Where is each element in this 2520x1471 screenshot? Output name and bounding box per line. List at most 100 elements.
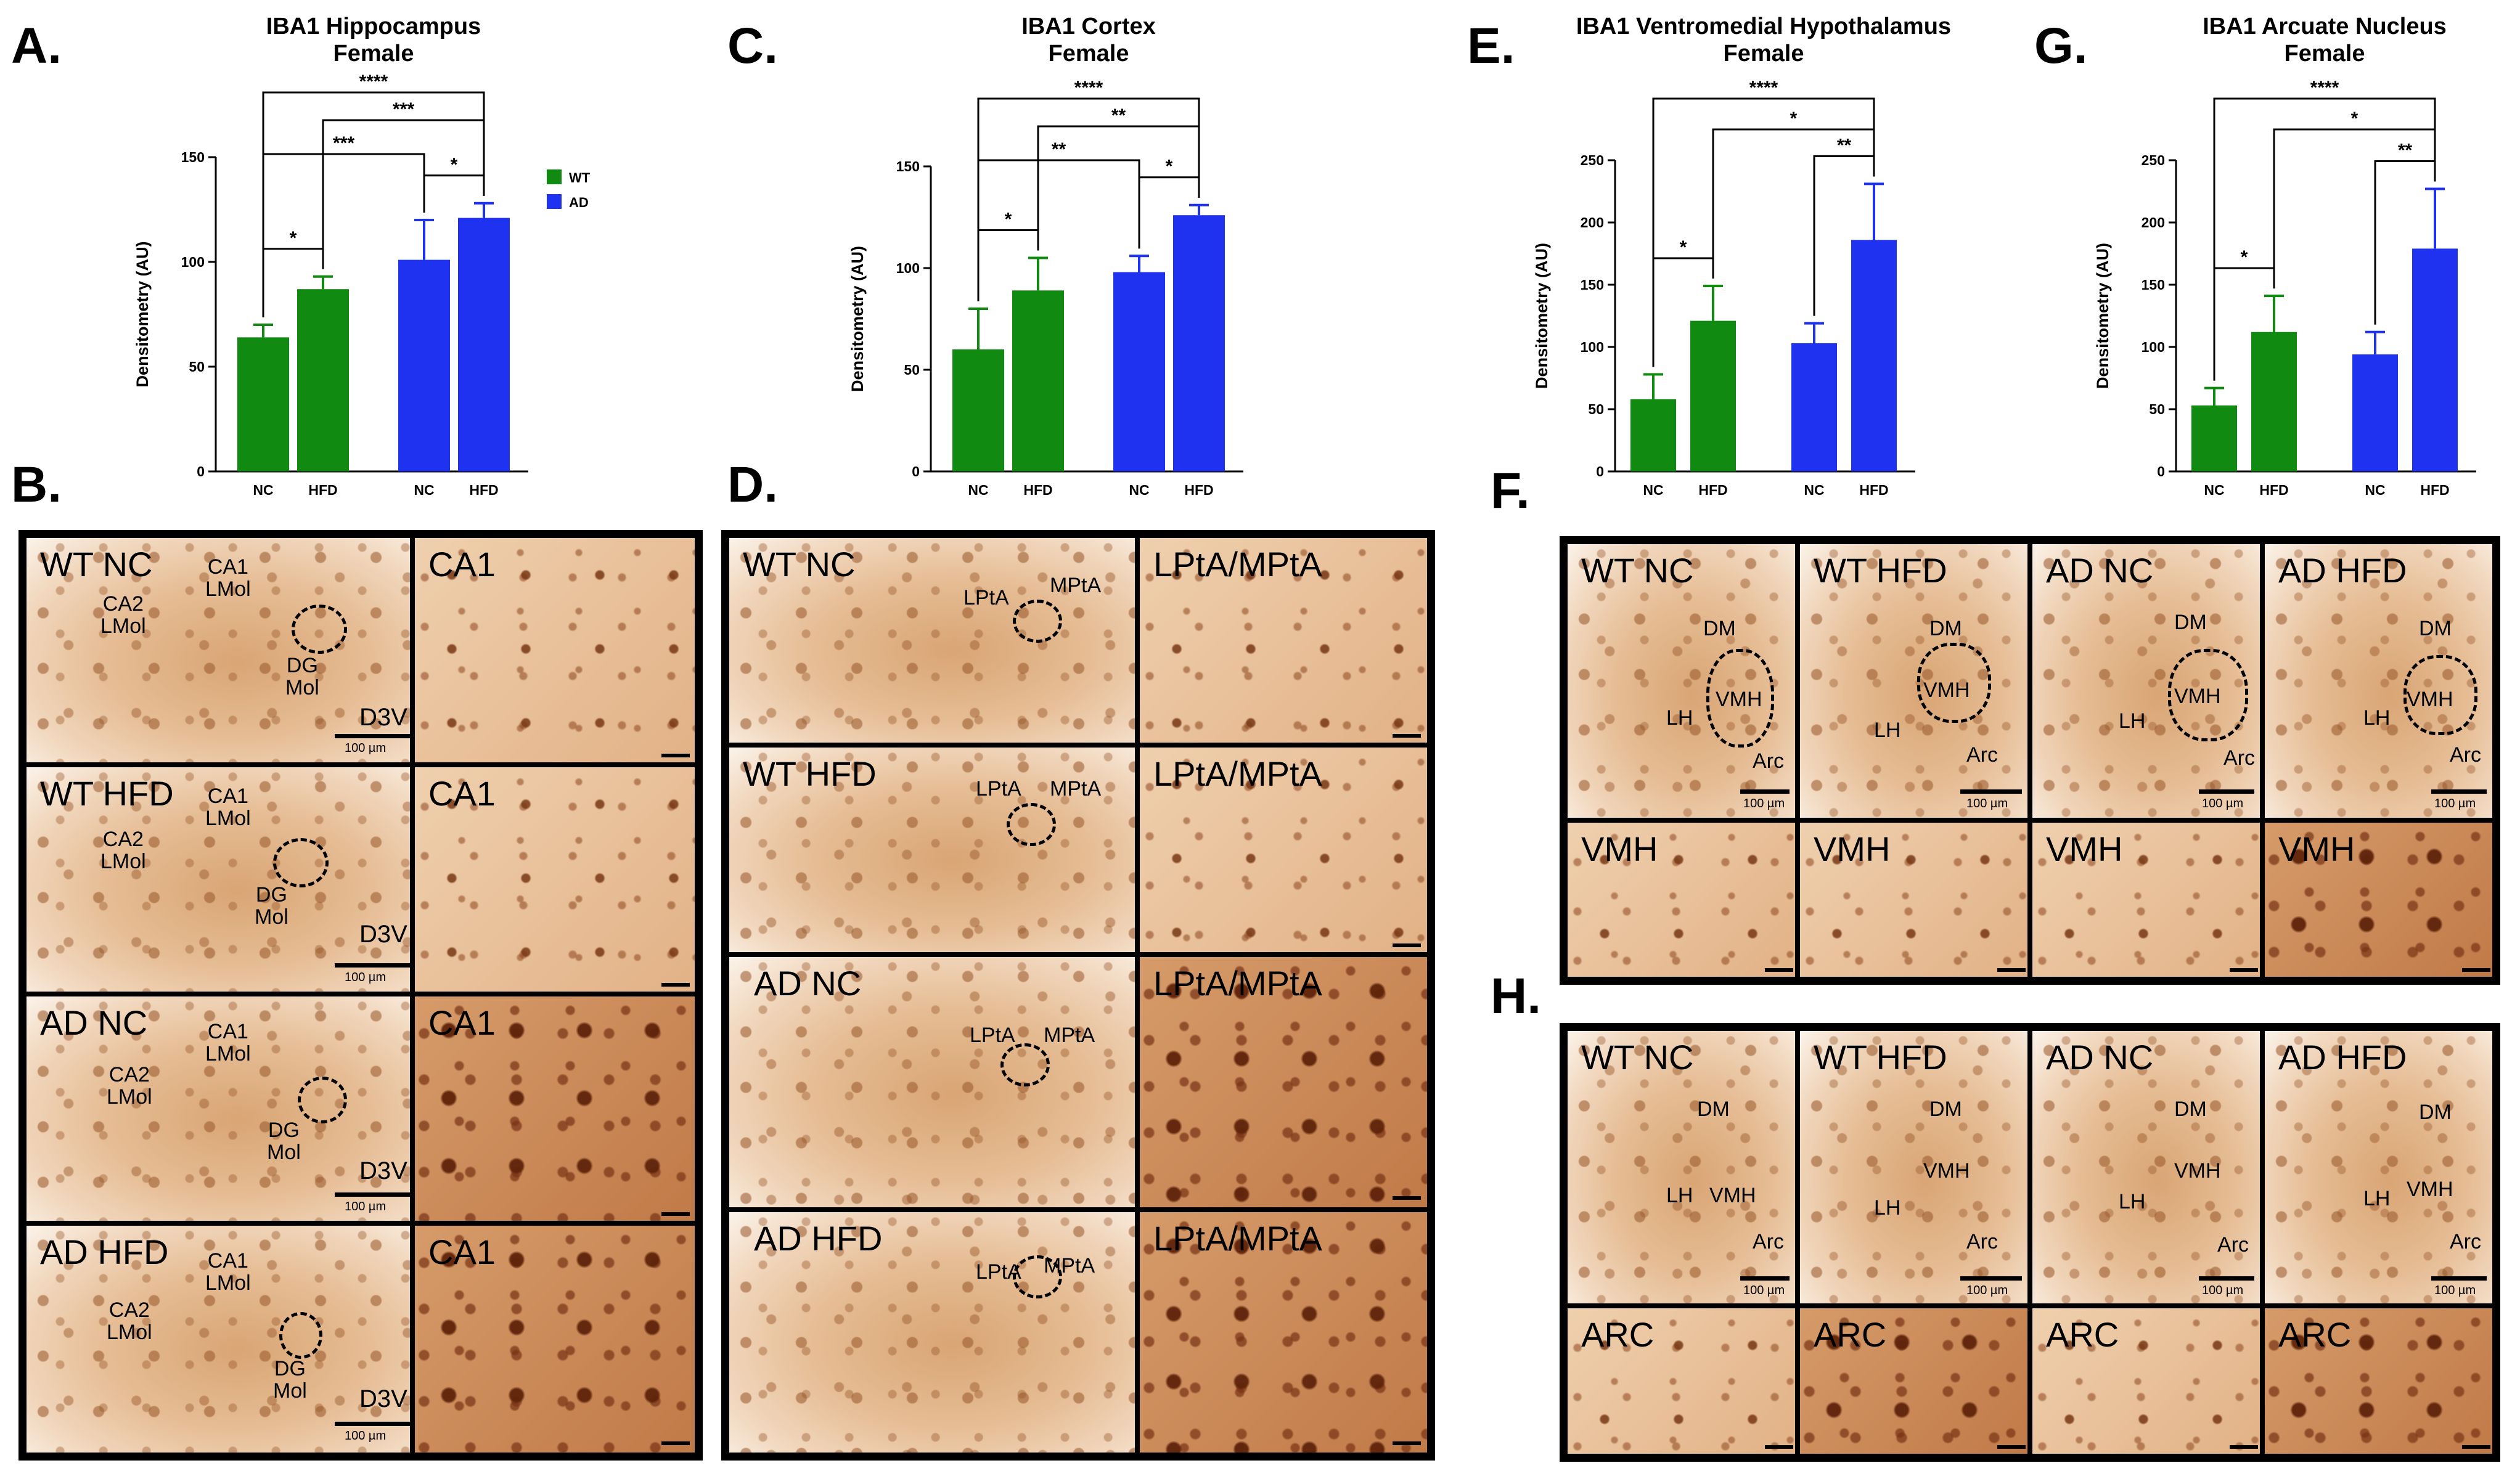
hippocampus-ad-hfd-image: AD HFD CA1 LMol CA2 LMol DG Mol D3V 100 …	[24, 1223, 412, 1455]
x-tick-label: NC	[1643, 482, 1663, 498]
bar-ad-hfd	[458, 218, 510, 471]
panel-letter-c: C.	[727, 18, 778, 74]
panel-f-grid: WT NC DM VMH LH Arc 100 µm WT HFD DM VMH…	[1560, 536, 2500, 985]
column-label: AD HFD	[2278, 551, 2407, 590]
region-dm: DM	[1703, 617, 1736, 640]
significance-label: *	[2241, 247, 2248, 267]
region-lh: LH	[1666, 706, 1693, 730]
panel-h-grid: WT NC DM VMH LH Arc 100 µm WT HFD DM VMH…	[1560, 1023, 2500, 1462]
panel-letter-g: G.	[2034, 18, 2088, 74]
y-tick-label: 250	[2142, 152, 2165, 168]
scale-bar-small	[2230, 1445, 2258, 1449]
cortex-wt-nc-image: WT NC LPtA MPtA	[727, 536, 1137, 745]
significance-bracket	[1652, 97, 1875, 367]
zoom-label: VMH	[1814, 829, 1891, 868]
significance-label: *	[451, 155, 458, 175]
bar-ad-nc	[1113, 272, 1165, 471]
y-tick-label: 100	[2142, 339, 2165, 355]
arc-ad-nc-zoom: ARC	[2030, 1306, 2262, 1456]
scale-bar	[335, 734, 410, 738]
bar-wt-hfd	[297, 289, 349, 471]
arc-wt-nc-zoom: ARC	[1565, 1306, 1798, 1456]
region-lpta: LPtA	[963, 586, 1009, 609]
region-dm: DM	[1697, 1098, 1730, 1121]
zoom-label: ARC	[2046, 1315, 2119, 1354]
region-ca2: CA2 LMol	[107, 1063, 152, 1109]
scale-bar-small	[661, 1441, 690, 1445]
column-label: AD NC	[2046, 551, 2154, 590]
scale-bar	[1740, 1276, 1790, 1281]
panel-letter-h: H.	[1491, 968, 1541, 1024]
y-tick-label: 150	[181, 149, 205, 165]
scale-label: 100 µm	[345, 1200, 387, 1213]
cortex-wt-hfd-zoom: LPtA/MPtA	[1137, 745, 1430, 955]
significance-label: *	[1166, 157, 1173, 177]
x-tick-label: HFD	[1698, 482, 1727, 498]
region-ca1: CA1 LMol	[205, 1249, 251, 1295]
column-label: AD HFD	[2278, 1038, 2407, 1077]
scale-label: 100 µm	[1966, 797, 2008, 810]
bar-wt-hfd	[1690, 320, 1736, 471]
region-lh: LH	[1874, 719, 1901, 742]
region-ca2: CA2 LMol	[100, 828, 146, 873]
chart-title: IBA1 Arcuate Nucleus	[2203, 14, 2447, 39]
significance-label: **	[1052, 139, 1066, 160]
chart-subtitle: Female	[333, 41, 414, 67]
scale-label: 100 µm	[2434, 1284, 2476, 1297]
y-axis-label: Densitometry (AU)	[2093, 243, 2112, 389]
region-ca1: CA1 LMol	[205, 1020, 251, 1066]
y-tick-label: 100	[896, 260, 920, 276]
x-tick-label: HFD	[469, 482, 498, 498]
scale-bar-small	[1393, 1196, 1421, 1200]
roi-circle	[1007, 803, 1056, 846]
region-vmh: VMH	[2407, 1178, 2453, 1201]
zoom-label: VMH	[2278, 829, 2355, 868]
legend-label: WT	[569, 170, 591, 185]
region-ca2: CA2 LMol	[107, 1298, 152, 1344]
chart-subtitle: Female	[1724, 41, 1804, 67]
roi-vmh	[2168, 649, 2248, 741]
region-lh: LH	[2363, 1187, 2391, 1210]
region-vmh: VMH	[1709, 1184, 1756, 1207]
significance-label: ****	[1074, 78, 1103, 98]
scale-bar	[1960, 1276, 2022, 1281]
region-dm: DM	[1929, 617, 1962, 640]
scale-bar-small	[661, 754, 690, 757]
x-tick-label: NC	[1804, 482, 1824, 498]
hippocampus-wt-nc-zoom: CA1	[412, 536, 697, 765]
region-lh: LH	[2363, 706, 2391, 730]
chart-title: IBA1 Ventromedial Hypothalamus	[1576, 14, 1951, 39]
scale-bar-small	[1765, 968, 1793, 972]
column-label: WT HFD	[1814, 551, 1947, 590]
y-tick-label: 50	[1588, 401, 1604, 417]
region-lh: LH	[2119, 1190, 2146, 1213]
x-tick-label: HFD	[2420, 482, 2449, 498]
vmh-wt-hfd-image: WT HFD DM VMH LH Arc 100 µm	[1798, 542, 2030, 820]
region-d3v: D3V	[359, 704, 407, 731]
y-tick-label: 100	[181, 254, 205, 270]
vmh-ad-hfd-image: AD HFD DM VMH LH Arc 100 µm	[2262, 542, 2495, 820]
vmh-ad-hfd-zoom: VMH	[2262, 820, 2495, 979]
region-d3v: D3V	[359, 1385, 407, 1412]
arc-wt-nc-image: WT NC DM VMH LH Arc 100 µm	[1565, 1029, 1798, 1306]
roi-vmh	[1706, 649, 1774, 748]
legend-label: AD	[569, 195, 589, 210]
scale-bar	[1740, 789, 1790, 794]
cortex-ad-nc-image: AD NC LPtA MPtA	[727, 955, 1137, 1210]
row-label: WT NC	[743, 545, 856, 584]
region-dm: DM	[2174, 611, 2207, 634]
region-arc: Arc	[1753, 1230, 1784, 1253]
region-arc: Arc	[2217, 1233, 2249, 1257]
significance-label: *	[2351, 108, 2358, 129]
region-arc: Arc	[1966, 743, 1998, 767]
y-tick-label: 150	[896, 158, 920, 174]
scale-label: 100 µm	[1966, 1284, 2008, 1297]
y-tick-label: 100	[1581, 339, 1604, 355]
region-dm: DM	[1929, 1098, 1962, 1121]
scale-bar	[2431, 789, 2487, 794]
region-arc: Arc	[2450, 1230, 2481, 1253]
vmh-ad-nc-image: AD NC DM VMH LH Arc 100 µm	[2030, 542, 2262, 820]
scale-bar	[1960, 789, 2022, 794]
